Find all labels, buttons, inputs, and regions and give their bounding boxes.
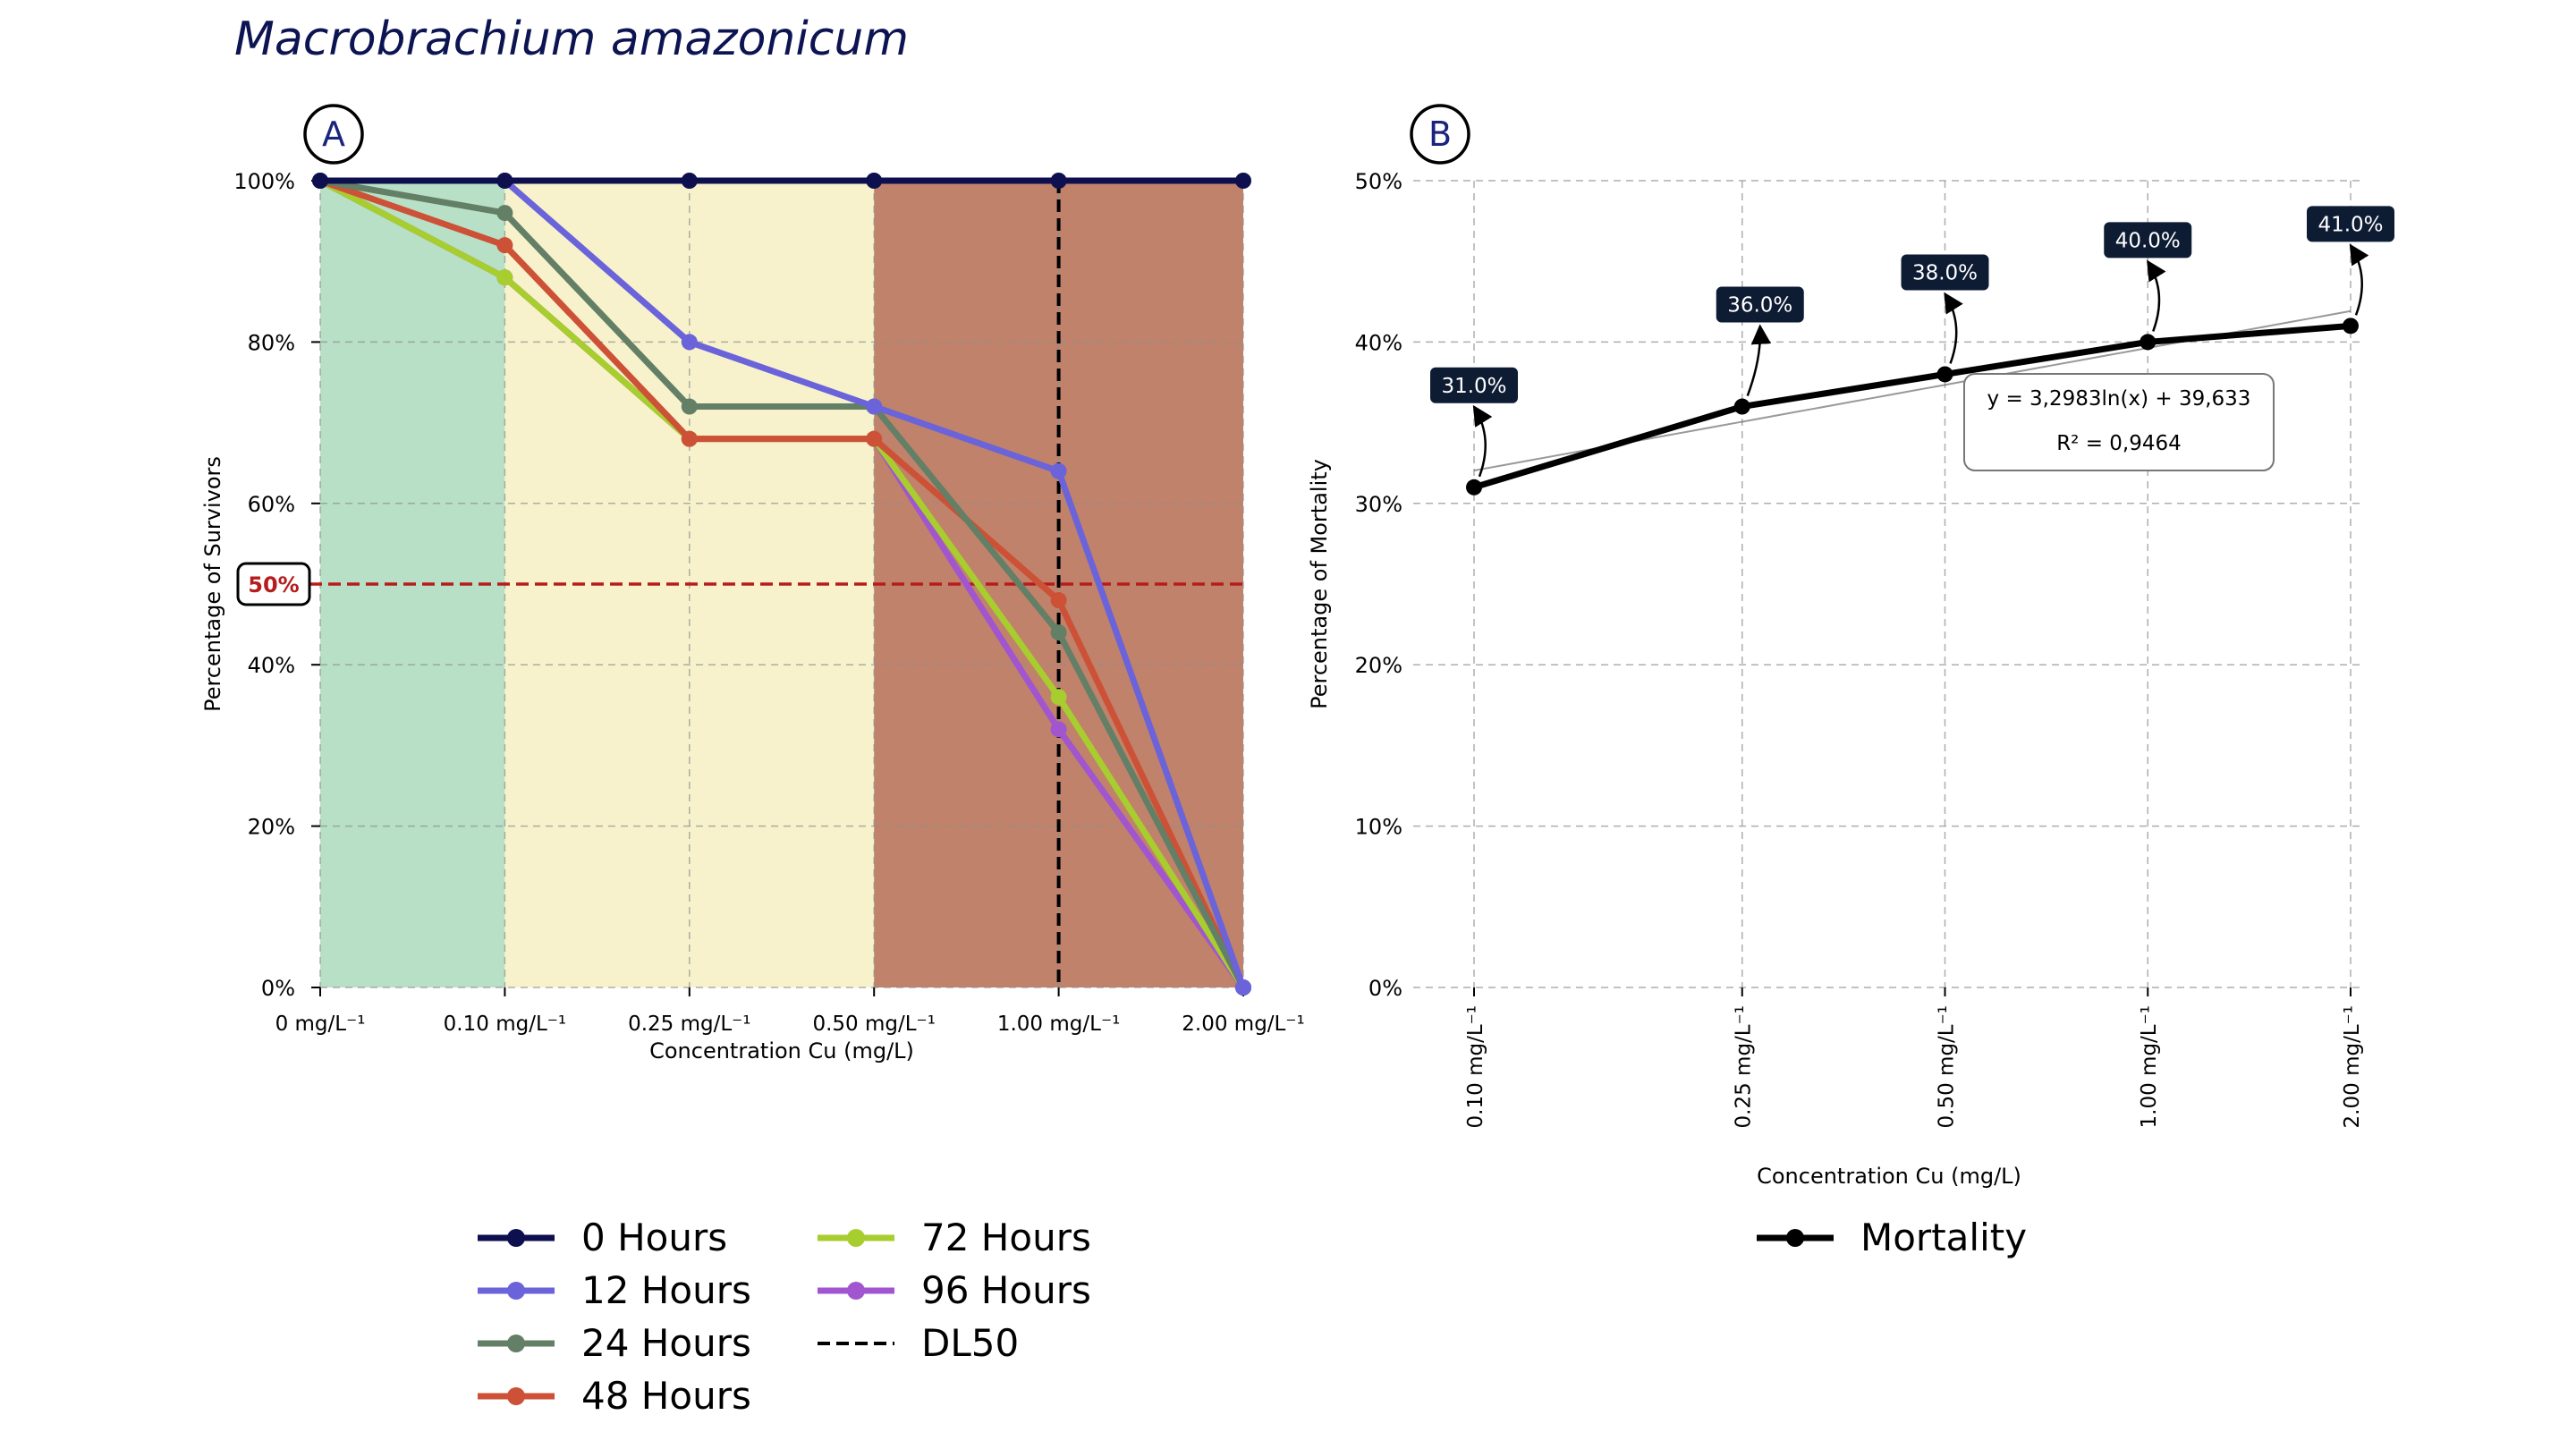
data-label: 40.0% xyxy=(2115,229,2181,252)
y-tick-label: 100% xyxy=(233,169,295,194)
data-label-box xyxy=(2307,206,2394,242)
x-tick-label: 0.25 mg/L⁻¹ xyxy=(628,1013,750,1036)
series-point-12-hours xyxy=(1050,462,1067,479)
y-axis-label: Percentage of Survivors xyxy=(200,456,225,712)
series-point-0-hours xyxy=(681,173,698,189)
data-label: 31.0% xyxy=(1441,375,1506,398)
data-label-arrow xyxy=(1472,404,1493,478)
equation-box xyxy=(1963,373,2275,471)
legend-label-12-hours: 12 Hours xyxy=(581,1268,751,1312)
x-axis-label: Concentration Cu (mg/L) xyxy=(649,1038,914,1063)
threshold-label: 50% xyxy=(248,572,299,597)
data-label-arrow xyxy=(1746,324,1772,396)
legend-marker-72-hours xyxy=(847,1229,865,1247)
x-tick-label: 0.10 mg/L⁻¹ xyxy=(1464,1005,1487,1128)
legend-marker-24-hours xyxy=(507,1335,525,1352)
equation-text: y = 3,2983ln(x) + 39,633 xyxy=(1987,387,2251,411)
data-label: 36.0% xyxy=(1727,294,1792,318)
series-point-mortality xyxy=(1733,398,1750,415)
x-tick-label: 2.00 mg/L⁻¹ xyxy=(2341,1005,2364,1128)
chart-title: Macrobrachium amazonicum xyxy=(234,13,909,66)
x-tick-label: 0.50 mg/L⁻¹ xyxy=(812,1013,935,1036)
series-point-96-hours xyxy=(1050,721,1067,738)
panel-a-label: A xyxy=(322,114,345,154)
series-point-0-hours xyxy=(1235,173,1251,189)
y-tick-label: 0% xyxy=(261,976,295,1001)
x-tick-label: 0.50 mg/L⁻¹ xyxy=(1935,1005,1958,1128)
legend-marker-96-hours xyxy=(847,1282,865,1300)
y-tick-label: 0% xyxy=(1368,976,1402,1001)
series-point-72-hours xyxy=(1050,689,1067,706)
x-tick-label: 1.00 mg/L⁻¹ xyxy=(2138,1005,2161,1128)
panel-a-badge xyxy=(303,104,364,165)
data-label: 38.0% xyxy=(1912,261,1978,284)
legend-marker-48-hours xyxy=(507,1387,525,1405)
legend-label-24-hours: 24 Hours xyxy=(581,1321,751,1365)
data-label-box xyxy=(2104,222,2192,258)
series-point-24-hours xyxy=(496,205,513,222)
series-point-12-hours xyxy=(681,334,698,351)
series-point-12-hours xyxy=(866,398,883,415)
data-label: 41.0% xyxy=(2318,213,2383,236)
legend-label-48-hours: 48 Hours xyxy=(581,1374,751,1418)
series-line-48-hours xyxy=(318,177,1247,989)
series-point-12-hours xyxy=(1235,979,1251,996)
x-tick-label: 0.25 mg/L⁻¹ xyxy=(1733,1005,1756,1128)
y-tick-label: 10% xyxy=(1355,815,1402,840)
series-point-48-hours xyxy=(1050,592,1067,609)
x-axis-label: Concentration Cu (mg/L) xyxy=(1757,1164,2021,1189)
series-point-0-hours xyxy=(1050,173,1067,189)
data-label-box xyxy=(1716,286,1804,323)
y-tick-label: 20% xyxy=(1355,653,1402,678)
panel-b-chart: 0% 10% 20% 30% 40% 50% 0.10 mg/L⁻¹ 0.25 mg/L⁻¹ 0… xyxy=(1307,104,2394,1189)
series-point-0-hours xyxy=(496,173,513,189)
threshold-badge xyxy=(236,562,311,606)
x-tick-label: 0.10 mg/L⁻¹ xyxy=(444,1013,566,1036)
panel-a-chart: 0% 20% 40% 60% 80% 100% 0 mg/L⁻¹ 0.10 mg/L⁻¹ 0.2… xyxy=(200,104,1305,1063)
legend-label-96-hours: 96 Hours xyxy=(921,1268,1091,1312)
y-tick-label: 40% xyxy=(248,653,295,678)
legend-label-dl50: DL50 xyxy=(921,1321,1019,1365)
series-point-48-hours xyxy=(496,237,513,254)
series-point-mortality xyxy=(2140,334,2157,351)
x-tick-label: 0 mg/L⁻¹ xyxy=(275,1013,366,1036)
x-tick-label: 2.00 mg/L⁻¹ xyxy=(1182,1013,1304,1036)
series-point-24-hours xyxy=(1050,624,1067,641)
y-tick-label: 40% xyxy=(1355,330,1402,355)
data-label-arrow xyxy=(1944,292,1963,364)
y-tick-label: 20% xyxy=(248,815,295,840)
y-axis-label: Percentage of Mortality xyxy=(1307,459,1332,709)
series-point-0-hours xyxy=(312,173,328,189)
y-tick-label: 80% xyxy=(248,330,295,355)
legend-label-mortality: Mortality xyxy=(1860,1216,2027,1259)
panel-b-label: B xyxy=(1428,114,1452,154)
data-label-box xyxy=(1430,367,1518,403)
r-squared-text: R² = 0,9464 xyxy=(2056,432,2182,455)
legend-label-0-hours: 0 Hours xyxy=(581,1216,727,1259)
series-point-mortality xyxy=(1936,366,1953,383)
panel-a-legend: 0 Hours 72 Hours 12 Hours 96 Hours 24 Hours D… xyxy=(478,1216,1091,1418)
series-line-24-hours xyxy=(319,177,1247,989)
data-label-box xyxy=(1901,254,1989,291)
series-point-72-hours xyxy=(496,269,513,286)
series-point-mortality xyxy=(1466,479,1482,496)
y-tick-label: 60% xyxy=(248,492,295,517)
panel-b-badge xyxy=(1410,104,1470,165)
legend-marker-mortality xyxy=(1786,1229,1804,1247)
series-point-24-hours xyxy=(681,398,698,415)
y-tick-label: 50% xyxy=(1355,169,1402,194)
data-label-arrow xyxy=(2147,259,2166,332)
series-point-48-hours xyxy=(866,430,883,447)
series-point-mortality xyxy=(2343,318,2359,335)
panel-b-legend: Mortality xyxy=(1757,1216,2027,1259)
data-label-arrow xyxy=(2349,243,2369,316)
series-point-48-hours xyxy=(681,430,698,447)
y-tick-label: 30% xyxy=(1355,492,1402,517)
legend-marker-0-hours xyxy=(507,1229,525,1247)
legend-label-72-hours: 72 Hours xyxy=(921,1216,1091,1259)
legend-marker-12-hours xyxy=(507,1282,525,1300)
x-tick-label: 1.00 mg/L⁻¹ xyxy=(997,1013,1120,1036)
series-point-0-hours xyxy=(866,173,883,189)
